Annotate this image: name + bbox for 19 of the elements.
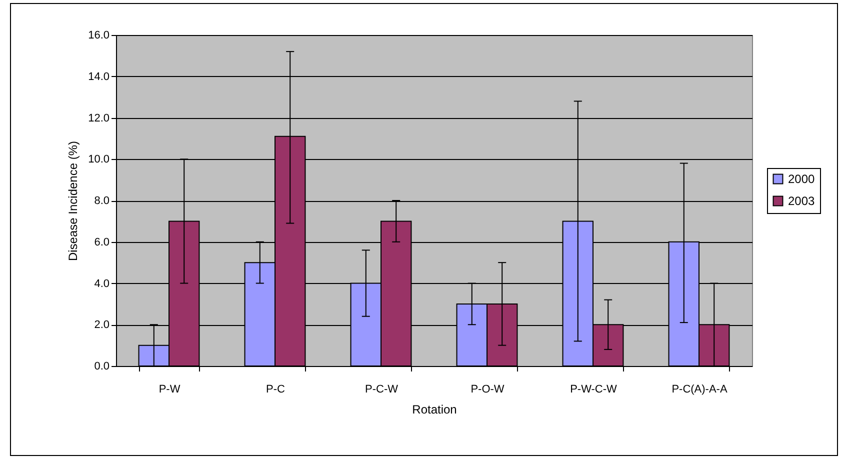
y-tick-label: 4.0	[94, 278, 110, 290]
x-tick-label: P-W-C-W	[570, 384, 618, 396]
x-axis-title: Rotation	[412, 402, 457, 416]
y-tick-label: 6.0	[94, 236, 110, 248]
y-tick-label: 2.0	[94, 319, 110, 332]
x-tick-label: P-W	[158, 384, 181, 396]
x-tick-label: P-C(A)-A-A	[672, 384, 728, 396]
x-tick-label: P-O-W	[470, 384, 505, 396]
x-tick-label: P-C-W	[365, 384, 399, 396]
y-axis-title: Disease Incidence (%)	[66, 140, 80, 262]
y-tick-label: 8.0	[94, 195, 110, 207]
y-tick-label: 16.0	[88, 30, 110, 42]
y-tick-label: 14.0	[88, 70, 110, 83]
legend-label: 2000	[788, 172, 816, 186]
y-tick-label: 0.0	[94, 360, 110, 372]
y-tick-label: 10.0	[88, 154, 110, 166]
y-tick-label: 12.0	[88, 112, 110, 124]
x-tick-label: P-C	[266, 384, 286, 396]
legend-label: 2003	[788, 194, 816, 208]
